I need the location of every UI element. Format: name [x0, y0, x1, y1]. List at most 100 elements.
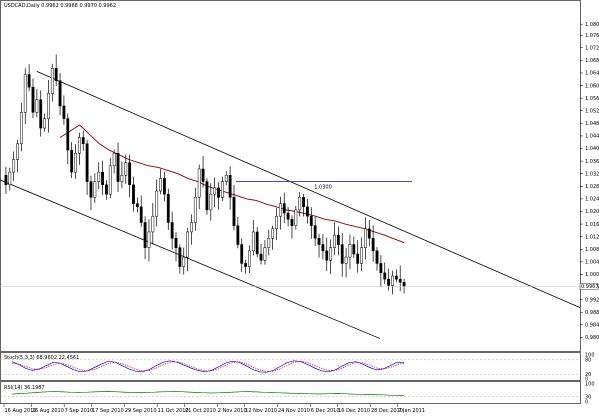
rsi-axis: 100 300	[0, 382, 595, 406]
price-tick-label: 1.0645	[585, 71, 599, 77]
candle-body	[236, 225, 240, 245]
candle-body	[371, 237, 375, 252]
candle-body	[336, 234, 340, 245]
candle-body	[105, 184, 108, 195]
candle-body	[27, 74, 31, 88]
candle-body	[306, 206, 309, 217]
candle-body	[340, 244, 344, 264]
channel-lower-line[interactable]	[0, 179, 381, 339]
stochastic-lines	[11, 360, 405, 373]
candle-body	[213, 187, 217, 195]
candle-body	[379, 263, 383, 274]
price-tick-label: 1.0565	[585, 96, 599, 102]
candle-body	[228, 175, 232, 198]
stoch-label: Stoch(5,3,3) 68.9602 22.4561	[4, 355, 79, 361]
stoch-signal-line	[11, 360, 405, 372]
candle-body	[367, 228, 371, 239]
main-panel-frame	[0, 0, 581, 352]
candle-body	[39, 99, 43, 129]
candle-body	[402, 282, 406, 287]
candle-body	[375, 250, 379, 264]
candle-body	[290, 219, 294, 226]
candle-body	[352, 244, 356, 255]
candle-body	[19, 112, 23, 145]
price-tick-label: 0.9925	[585, 297, 599, 303]
candle-body	[35, 99, 39, 113]
candle-body	[275, 215, 278, 230]
time-tick-label: 6 Dec 2010	[311, 408, 340, 414]
candle-body	[116, 152, 120, 182]
price-tick-label: 1.0205	[585, 209, 599, 215]
candle-body	[217, 187, 220, 198]
price-tick-label: 1.0445	[585, 134, 599, 140]
time-tick-label: 16 Aug 2010	[5, 408, 37, 414]
candle-body	[201, 168, 205, 182]
candle-body	[278, 203, 282, 217]
price-tick-label: 1.0365	[585, 159, 599, 165]
candle-body	[8, 171, 12, 185]
candle-body	[325, 250, 329, 261]
time-tick-label: 24 Nov 2010	[278, 408, 310, 414]
candle-body	[391, 275, 394, 286]
candle-body	[43, 118, 46, 129]
candle-body	[166, 193, 170, 223]
price-tick-label: 1.0525	[585, 108, 599, 114]
channel-upper-line[interactable]	[36, 71, 581, 308]
candle-body	[186, 231, 190, 258]
candle-body	[108, 165, 112, 195]
candle-body	[383, 272, 387, 280]
candle-body	[124, 162, 128, 176]
candle-body	[251, 231, 255, 252]
time-tick-label: 28 Dec 2010	[371, 408, 403, 414]
candle-body	[62, 105, 66, 119]
candle-body	[190, 222, 193, 233]
candle-body	[220, 181, 224, 198]
rsi-tick-label: 100	[585, 382, 595, 388]
rsi-label: RSI(14) 36.1987	[4, 385, 45, 391]
candle-body	[97, 171, 101, 182]
candle-body	[360, 247, 363, 264]
time-tick-label: 16 Dec 2010	[338, 408, 370, 414]
candle-body	[128, 162, 132, 185]
price-tick-label: 1.0165	[585, 222, 599, 228]
candle-body	[4, 175, 8, 185]
rsi-panel-frame	[0, 381, 581, 404]
rsi-tick-label: 0	[585, 400, 588, 406]
candle-body	[364, 228, 367, 248]
candle-body	[248, 250, 251, 267]
time-tick-label: 21 Oct 2010	[185, 408, 216, 414]
current-price-box	[579, 283, 599, 290]
candle-body	[50, 67, 54, 94]
candle-body	[313, 225, 317, 239]
candle-body	[232, 197, 236, 226]
candle-body	[178, 247, 182, 267]
price-tick-label: 1.0800	[585, 22, 599, 28]
candle-body	[66, 118, 70, 151]
candle-body	[259, 253, 263, 261]
price-tick-label: 1.0405	[585, 146, 599, 152]
rsi-line	[11, 391, 405, 396]
stoch-tick-label: 100	[585, 353, 595, 359]
candle-body	[89, 181, 93, 198]
candle-body	[244, 263, 247, 267]
price-tick-label: 1.0005	[585, 272, 599, 278]
rsi-tick-label: 30	[585, 394, 591, 400]
price-tick-label: 0.9805	[585, 335, 599, 341]
candle-body	[170, 222, 174, 239]
support-level[interactable]: 1.0300	[236, 181, 412, 191]
candle-body	[147, 231, 151, 248]
candle-body	[135, 203, 139, 208]
candle-body	[267, 237, 271, 248]
price-tick-label: 1.0605	[585, 83, 599, 89]
candle-body	[54, 67, 58, 82]
candle-body	[348, 244, 352, 258]
candle-body	[31, 86, 35, 113]
candle-body	[58, 80, 62, 107]
candle-body	[163, 178, 166, 195]
candle-body	[132, 184, 135, 204]
candle-body	[224, 175, 228, 182]
price-tick-label: 0.9885	[585, 310, 599, 316]
price-tick-label: 1.0245	[585, 197, 599, 203]
